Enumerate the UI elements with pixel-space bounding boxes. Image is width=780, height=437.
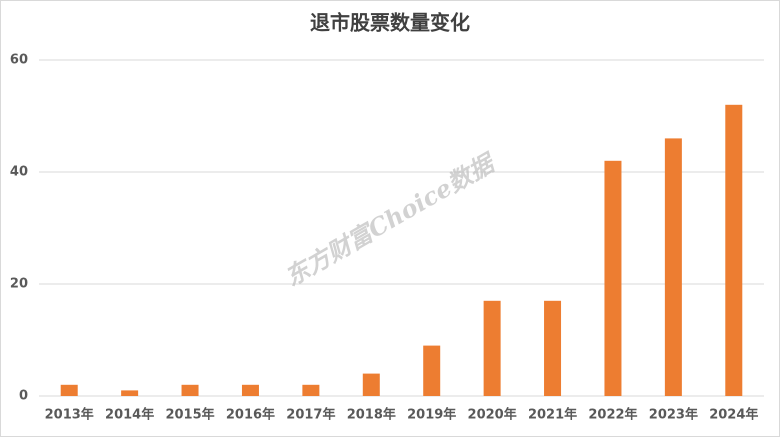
x-tick-label: 2023年: [649, 407, 698, 423]
x-tick-label: 2018年: [347, 407, 396, 423]
bar: [241, 384, 259, 396]
y-tick-label: 0: [19, 389, 28, 404]
bar: [60, 384, 78, 396]
x-tick-label: 2022年: [588, 407, 637, 423]
x-tick-label: 2019年: [407, 407, 456, 423]
bar: [181, 384, 199, 396]
x-tick-label: 2021年: [528, 407, 577, 423]
bar: [725, 104, 743, 397]
x-tick-label: 2017年: [286, 407, 335, 423]
y-tick-label: 20: [10, 277, 28, 292]
x-tick-label: 2015年: [165, 407, 214, 423]
x-tick-label: 2024年: [709, 407, 758, 423]
bar: [362, 373, 380, 396]
bar: [483, 300, 501, 396]
bar: [604, 160, 622, 396]
bar: [544, 300, 562, 396]
x-tick-label: 2016年: [226, 407, 275, 423]
x-tick-label: 2014年: [105, 407, 154, 423]
x-tick-label: 2020年: [468, 407, 517, 423]
y-tick-label: 60: [10, 53, 28, 68]
bar: [423, 345, 441, 396]
chart-title: 退市股票数量变化: [310, 11, 470, 35]
bar: [302, 384, 320, 396]
y-tick-label: 40: [10, 165, 28, 180]
bar: [121, 390, 139, 396]
bar: [664, 138, 682, 396]
x-tick-label: 2013年: [45, 407, 94, 423]
